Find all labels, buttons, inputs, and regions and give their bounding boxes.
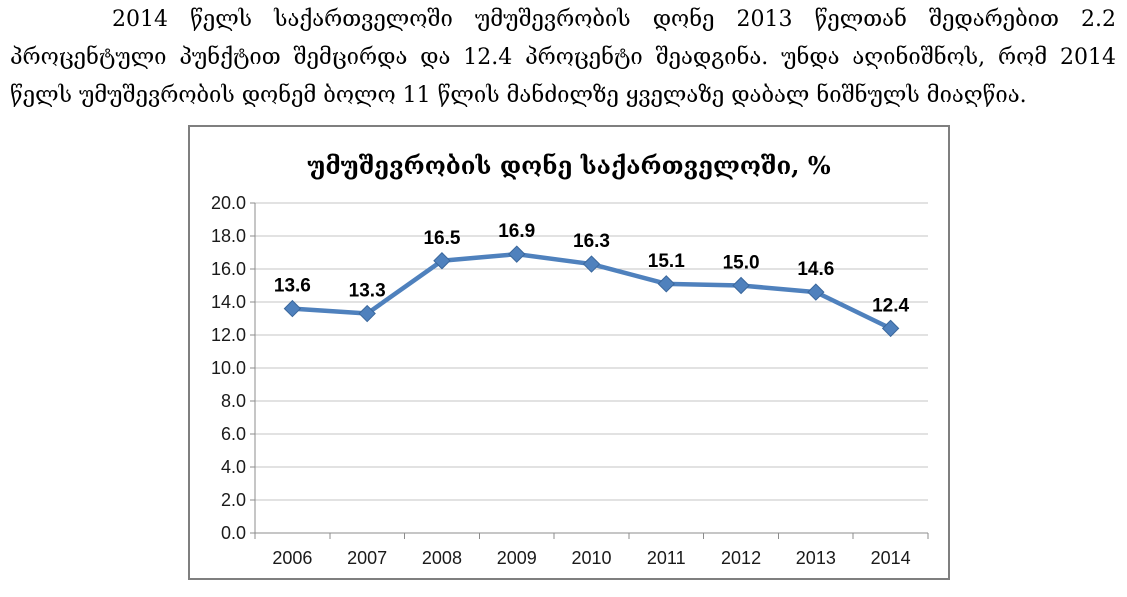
marker-2006 bbox=[283, 299, 302, 318]
data-label-2006: 13.6 bbox=[274, 276, 311, 297]
data-label-2014: 12.4 bbox=[872, 295, 909, 316]
x-tick-label: 2012 bbox=[721, 548, 761, 568]
y-tick-label: 0.0 bbox=[221, 523, 246, 543]
data-label-2010: 16.3 bbox=[573, 231, 610, 252]
data-label-2007: 13.3 bbox=[349, 281, 386, 302]
data-label-2008: 16.5 bbox=[423, 228, 460, 249]
y-tick-label: 12.0 bbox=[211, 325, 246, 345]
x-tick-label: 2010 bbox=[571, 548, 611, 568]
x-tick-label: 2011 bbox=[647, 548, 686, 568]
x-tick-label: 2013 bbox=[796, 548, 836, 568]
y-tick-label: 20.0 bbox=[211, 193, 246, 213]
marker-2007 bbox=[358, 304, 376, 323]
y-tick-label: 4.0 bbox=[221, 457, 246, 477]
marker-2012 bbox=[732, 276, 750, 295]
y-tick-label: 10.0 bbox=[211, 358, 246, 378]
y-tick-label: 14.0 bbox=[211, 292, 246, 312]
marker-2008 bbox=[433, 252, 451, 270]
y-tick-label: 2.0 bbox=[221, 490, 246, 510]
data-label-2012: 15.0 bbox=[723, 253, 760, 274]
x-tick-label: 2008 bbox=[422, 548, 462, 568]
marker-2010 bbox=[582, 255, 601, 273]
y-tick-label: 8.0 bbox=[221, 391, 246, 411]
y-tick-label: 6.0 bbox=[221, 424, 246, 444]
x-tick-label: 2007 bbox=[347, 548, 387, 568]
data-label-2011: 15.1 bbox=[648, 251, 685, 272]
marker-2014 bbox=[881, 319, 900, 338]
unemployment-line-chart: უმუშევრობის დონე საქართველოში, % 0.0 2.0 4… bbox=[188, 125, 950, 580]
marker-2011 bbox=[657, 275, 675, 293]
marker-2013 bbox=[807, 283, 825, 301]
body-paragraph: 2014 წელს საქართველოში უმუშევრობის დონე … bbox=[10, 1, 1116, 115]
x-tick-label: 2014 bbox=[871, 548, 911, 568]
paragraph-line-3: წელს უმუშევრობის დონემ ბოლო 11 წლის მანძ… bbox=[10, 83, 1027, 108]
data-label-2009: 16.9 bbox=[498, 221, 535, 242]
x-tick-label: 2009 bbox=[497, 548, 537, 568]
x-tick-label: 2006 bbox=[272, 548, 312, 568]
line-chart-canvas: 0.0 2.0 4.0 6.0 8.0 10.0 12.0 14.0 16.0 18.0 20.0 2… bbox=[211, 193, 929, 568]
y-tick-label: 16.0 bbox=[211, 259, 246, 279]
paragraph-line-2: პროცენტული პუნქტით შემცირდა და 12.4 პროც… bbox=[10, 45, 1116, 70]
chart-title: უმუშევრობის დონე საქართველოში, % bbox=[307, 151, 831, 180]
y-tick-label: 18.0 bbox=[211, 226, 246, 246]
paragraph-line-1: 2014 წელს საქართველოში უმუშევრობის დონე … bbox=[112, 7, 1116, 32]
marker-2009 bbox=[508, 245, 526, 263]
data-label-2013: 14.6 bbox=[797, 259, 834, 280]
